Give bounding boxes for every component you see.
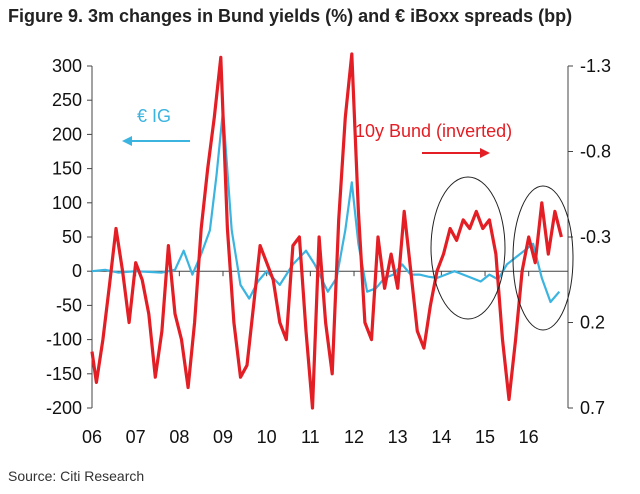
bund-line: [90, 52, 563, 410]
left-tick-label: 50: [62, 227, 82, 247]
series-line-10y-bund: [90, 52, 563, 410]
left-tick-label: 200: [52, 124, 82, 144]
series-line-eig: [91, 109, 561, 304]
bund-label: 10y Bund (inverted): [355, 121, 512, 141]
left-tick-label: 0: [72, 261, 82, 281]
right-tick-label: 0.7: [580, 398, 605, 418]
axes: 300 250 200 150 100 50 0 -50 -100 -150 -200 -1.3 -0.…: [46, 56, 611, 447]
left-tick-label: -100: [46, 330, 82, 350]
x-tick-label: 12: [344, 427, 364, 447]
highlight-ellipse-2016: [512, 185, 574, 331]
x-tick-label: 14: [431, 427, 451, 447]
x-tick-label: 06: [82, 427, 102, 447]
x-tick-label: 10: [257, 427, 277, 447]
left-tick-label: -50: [56, 295, 82, 315]
x-tick-label: 16: [519, 427, 539, 447]
highlight-ellipse-2014: [430, 176, 506, 320]
x-tick-label: 13: [388, 427, 408, 447]
x-tick-label: 11: [301, 427, 320, 447]
eig-arrow-head: [122, 136, 132, 146]
bund-arrow-head: [480, 148, 490, 158]
left-tick-label: 250: [52, 90, 82, 110]
x-tick-label: 08: [169, 427, 189, 447]
x-tick-label: 15: [475, 427, 495, 447]
right-tick-label: -0.3: [580, 227, 611, 247]
left-tick-label: -150: [46, 364, 82, 384]
left-tick-label: -200: [46, 398, 82, 418]
chart-title: Figure 9. 3m changes in Bund yields (%) …: [8, 6, 573, 26]
left-tick-label: 100: [52, 193, 82, 213]
right-tick-label: 0.2: [580, 313, 605, 333]
left-tick-label: 300: [52, 56, 82, 76]
source-note: Source: Citi Research: [8, 468, 145, 484]
x-tick-label: 09: [213, 427, 233, 447]
annotations: € IG 10y Bund (inverted): [122, 106, 574, 331]
right-tick-label: -0.8: [580, 142, 611, 162]
eig-line: [91, 109, 561, 304]
right-tick-label: -1.3: [580, 56, 611, 76]
x-tick-label: 07: [126, 427, 146, 447]
eig-label: € IG: [137, 106, 171, 126]
left-tick-label: 150: [52, 159, 82, 179]
